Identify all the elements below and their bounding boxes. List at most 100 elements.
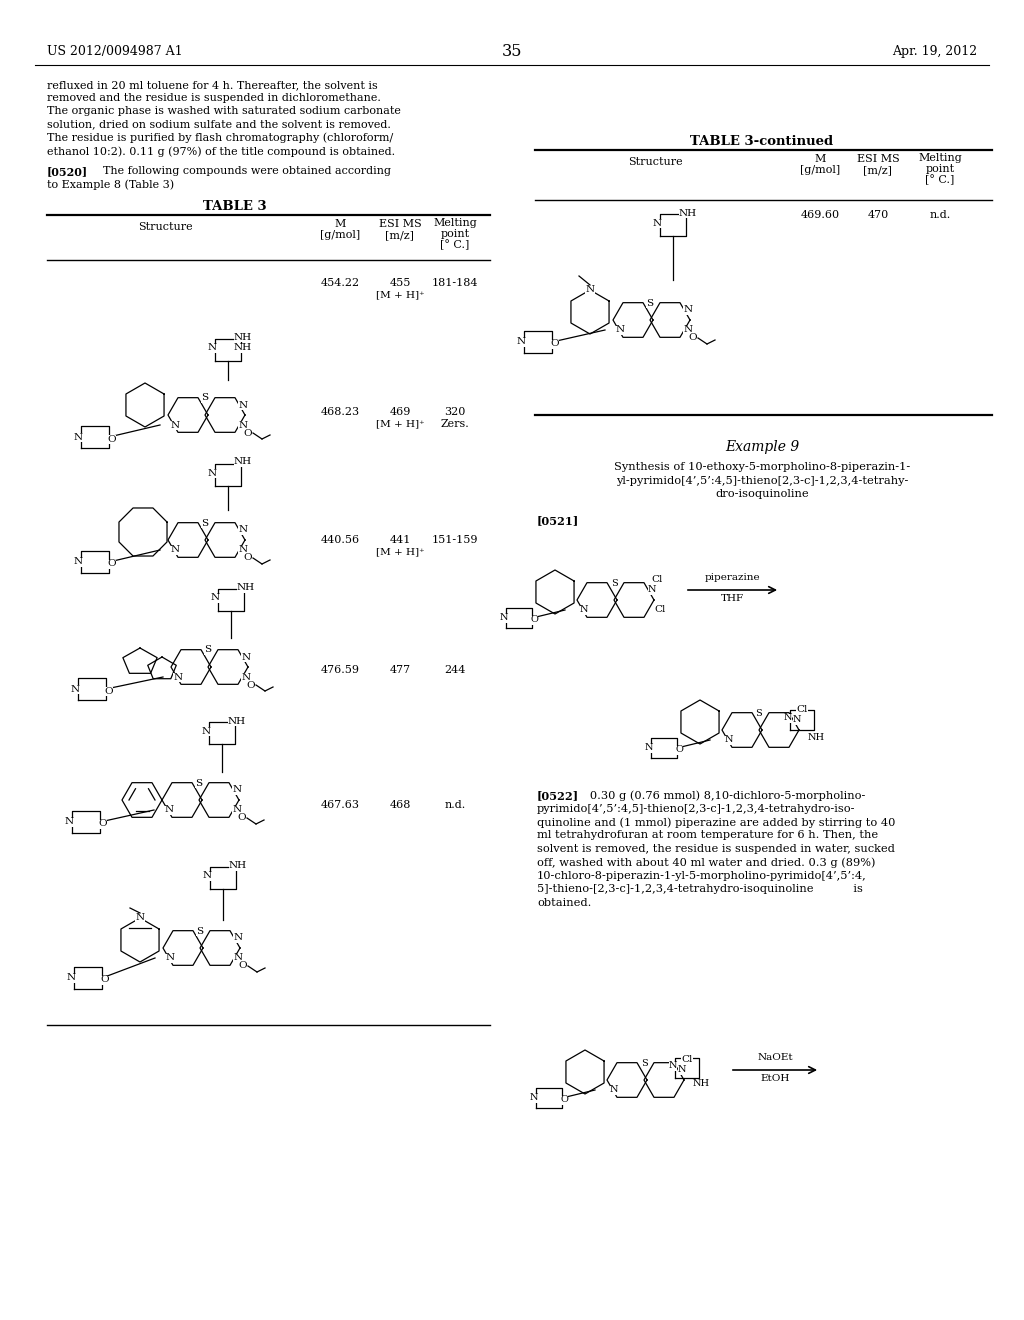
Text: 440.56: 440.56 [321,535,359,545]
Text: O: O [104,686,114,696]
Text: O: O [98,820,108,829]
Text: point: point [440,228,470,239]
Text: [0522]: [0522] [537,789,580,801]
Text: 151-159: 151-159 [432,535,478,545]
Text: n.d.: n.d. [444,800,466,810]
Text: 477: 477 [389,665,411,675]
Text: NH: NH [228,717,246,726]
Text: 476.59: 476.59 [321,665,359,675]
Text: N: N [683,305,692,314]
Text: 181-184: 181-184 [432,279,478,288]
Text: [° C.]: [° C.] [926,176,954,186]
Text: N: N [500,614,508,623]
Text: Synthesis of 10-ethoxy-5-morpholino-8-piperazin-1-: Synthesis of 10-ethoxy-5-morpholino-8-pi… [613,462,910,473]
Text: N: N [645,743,653,752]
Text: S: S [202,393,209,403]
Text: O: O [675,746,683,755]
Text: obtained.: obtained. [537,898,592,908]
Text: S: S [196,779,203,788]
Text: 0.30 g (0.76 mmol) 8,10-dichloro-5-morpholino-: 0.30 g (0.76 mmol) 8,10-dichloro-5-morph… [579,789,865,800]
Text: Apr. 19, 2012: Apr. 19, 2012 [892,45,977,58]
Text: solution, dried on sodium sulfate and the solvent is removed.: solution, dried on sodium sulfate and th… [47,120,391,129]
Text: solvent is removed, the residue is suspended in water, sucked: solvent is removed, the residue is suspe… [537,843,895,854]
Text: 455: 455 [389,279,411,288]
Text: US 2012/0094987 A1: US 2012/0094987 A1 [47,45,182,58]
Text: [° C.]: [° C.] [440,240,470,251]
Text: N: N [232,785,242,795]
Text: to Example 8 (Table 3): to Example 8 (Table 3) [47,180,174,190]
Text: N: N [170,421,179,429]
Text: NH: NH [233,458,252,466]
Text: N: N [65,817,74,826]
Text: S: S [646,298,653,308]
Text: O: O [551,339,559,348]
Text: O: O [560,1096,568,1105]
Text: Cl: Cl [797,705,808,714]
Text: Cl: Cl [681,1056,692,1064]
Text: N: N [586,285,595,294]
Text: off, washed with about 40 ml water and dried. 0.3 g (89%): off, washed with about 40 ml water and d… [537,858,876,869]
Text: 469.60: 469.60 [801,210,840,220]
Text: The residue is purified by flash chromatography (chloroform/: The residue is purified by flash chromat… [47,133,393,144]
Text: N: N [202,726,211,735]
Text: N: N [233,933,243,942]
Text: N: N [173,672,182,681]
Text: NH: NH [233,343,252,352]
Text: N: N [71,685,80,693]
Text: NH: NH [229,862,247,870]
Text: 467.63: 467.63 [321,800,359,810]
Text: NH: NH [679,209,697,218]
Text: N: N [74,557,83,566]
Text: NH: NH [692,1080,710,1089]
Text: The following compounds were obtained according: The following compounds were obtained ac… [89,166,391,176]
Text: 468: 468 [389,800,411,810]
Text: N: N [232,805,242,814]
Text: N: N [242,672,251,681]
Text: N: N [165,805,173,814]
Text: [g/mol]: [g/mol] [319,230,360,240]
Text: N: N [652,219,662,227]
Text: THF: THF [721,594,744,603]
Text: N: N [67,974,76,982]
Text: S: S [205,645,212,655]
Text: O: O [244,553,252,562]
Text: NH: NH [808,734,824,742]
Text: removed and the residue is suspended in dichloromethane.: removed and the residue is suspended in … [47,94,381,103]
Text: N: N [203,871,212,880]
Text: N: N [239,400,248,409]
Text: 468.23: 468.23 [321,407,359,417]
Text: O: O [238,813,247,822]
Text: N: N [529,1093,539,1102]
Text: quinoline and (1 mmol) piperazine are added by stirring to 40: quinoline and (1 mmol) piperazine are ad… [537,817,895,828]
Text: [m/z]: [m/z] [385,230,415,240]
Text: Structure: Structure [137,222,193,232]
Text: NH: NH [233,333,252,342]
Text: N: N [683,326,692,334]
Text: N: N [516,338,525,346]
Text: N: N [208,469,216,478]
Text: O: O [244,429,252,437]
Text: O: O [108,434,117,444]
Text: 244: 244 [444,665,466,675]
Text: [m/z]: [m/z] [863,165,893,176]
Text: ethanol 10:2). 0.11 g (97%) of the title compound is obtained.: ethanol 10:2). 0.11 g (97%) of the title… [47,147,395,157]
Text: N: N [166,953,174,962]
Text: N: N [239,525,248,535]
Text: [M + H]⁺: [M + H]⁺ [376,290,424,300]
Text: 35: 35 [502,44,522,61]
Text: M: M [334,219,346,228]
Text: dro-isoquinoline: dro-isoquinoline [715,488,809,499]
Text: O: O [530,615,538,624]
Text: N: N [580,606,588,615]
Text: N: N [783,714,793,722]
Text: O: O [247,681,255,689]
Text: S: S [197,927,204,936]
Text: N: N [211,594,219,602]
Text: 10-chloro-8-piperazin-1-yl-5-morpholino-pyrimido[4’,5’:4,: 10-chloro-8-piperazin-1-yl-5-morpholino-… [537,871,866,880]
Text: N: N [208,343,216,352]
Text: Example 9: Example 9 [725,440,799,454]
Text: S: S [202,519,209,528]
Text: N: N [135,913,144,923]
Text: [M + H]⁺: [M + H]⁺ [376,418,424,428]
Text: [0521]: [0521] [537,515,580,525]
